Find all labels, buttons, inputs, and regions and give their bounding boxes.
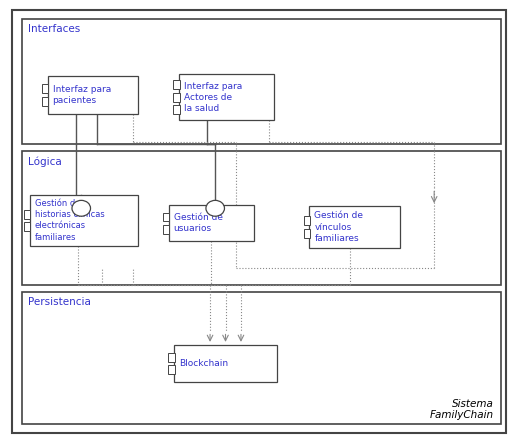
Bar (30, 195, 138, 246)
Bar (174, 345, 277, 382)
Bar (304, 229, 310, 237)
Bar (304, 217, 310, 225)
Bar (174, 105, 180, 114)
Bar (163, 213, 169, 222)
Text: Gestión de
usuarios: Gestión de usuarios (174, 213, 223, 233)
Text: Interfaces: Interfaces (28, 24, 80, 34)
Bar (22, 19, 501, 144)
Text: Gestión de
historias clínicas
electrónicas
familiares: Gestión de historias clínicas electrónic… (35, 199, 104, 241)
Bar (174, 93, 180, 101)
Bar (22, 292, 501, 424)
Text: Interfaz para
pacientes: Interfaz para pacientes (52, 85, 111, 105)
Bar (179, 74, 275, 120)
Bar (42, 84, 48, 93)
Bar (168, 353, 175, 362)
Bar (22, 151, 501, 285)
Circle shape (72, 200, 91, 216)
Text: Blockchain: Blockchain (179, 359, 228, 368)
Text: Gestión de
vínculos
familiares: Gestión de vínculos familiares (314, 211, 363, 243)
Circle shape (206, 200, 224, 216)
Bar (42, 97, 48, 105)
Bar (24, 210, 30, 219)
Bar (174, 81, 180, 89)
Bar (169, 205, 254, 241)
Text: Lógica: Lógica (28, 156, 62, 167)
Bar (168, 365, 175, 374)
Text: Interfaz para
Actores de
la salud: Interfaz para Actores de la salud (184, 82, 242, 113)
Bar (48, 76, 138, 114)
Bar (309, 206, 400, 248)
Bar (24, 222, 30, 231)
Text: Sistema
FamilyChain: Sistema FamilyChain (429, 399, 494, 420)
Bar (163, 225, 169, 234)
Text: Persistencia: Persistencia (28, 297, 91, 307)
